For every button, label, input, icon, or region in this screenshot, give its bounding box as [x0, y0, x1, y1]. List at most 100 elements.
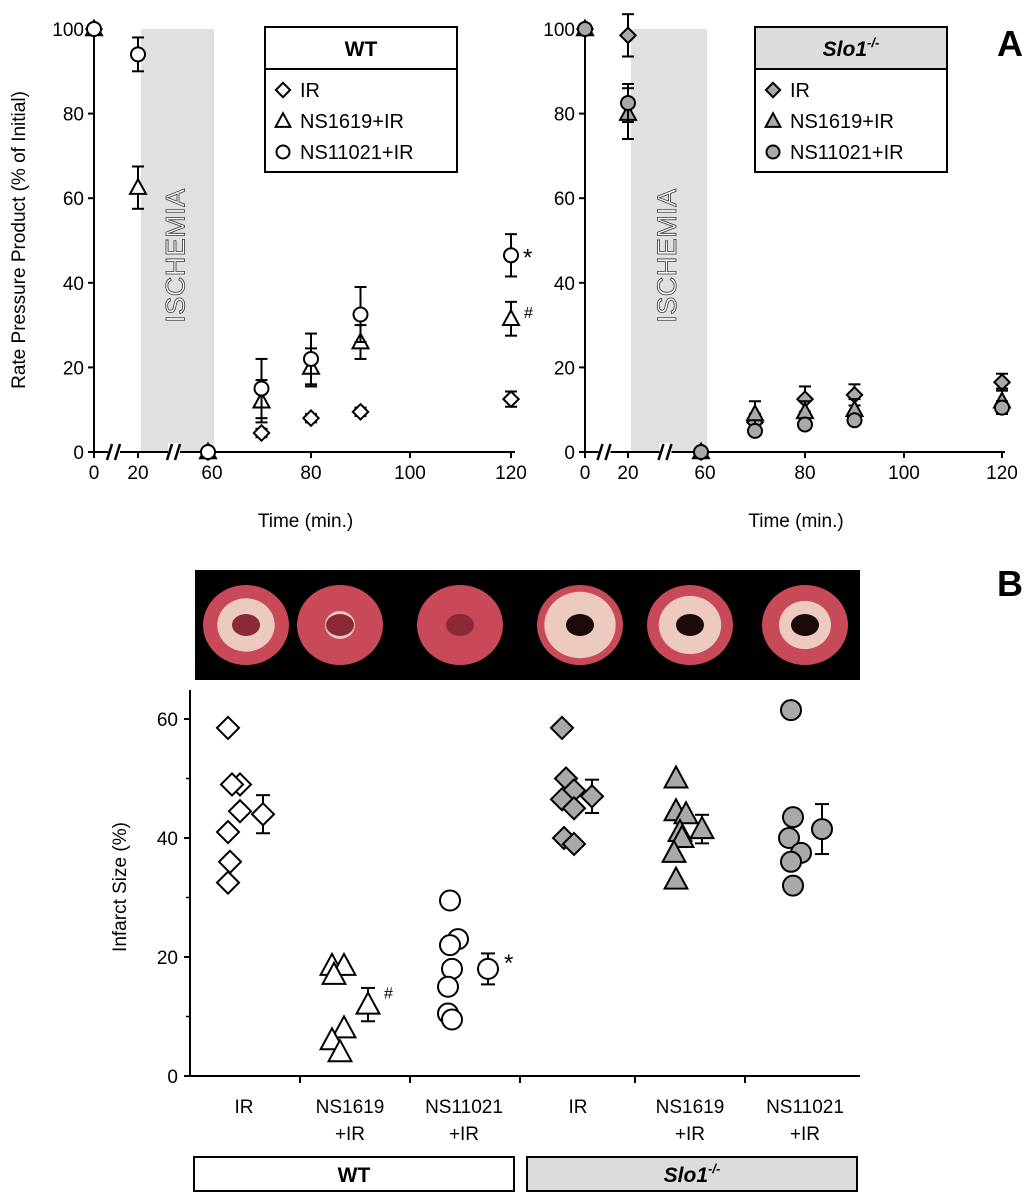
individual-point — [778, 827, 800, 849]
individual-point — [215, 870, 241, 896]
significance-hash: # — [524, 305, 533, 322]
x-tick-label: 20 — [127, 463, 148, 484]
individual-point — [662, 865, 690, 890]
data-point — [503, 247, 519, 264]
lumen — [446, 614, 474, 636]
group-label: Slo1-/- — [664, 1161, 721, 1187]
lumen — [676, 614, 704, 636]
data-point — [252, 423, 271, 443]
legend-marker — [765, 144, 781, 160]
individual-point — [672, 800, 700, 825]
data-point — [200, 444, 216, 460]
axis-break-mark — [173, 443, 182, 461]
data-point — [846, 412, 863, 429]
category-label: +IR — [675, 1124, 705, 1145]
y-tick-label: 100 — [543, 20, 575, 41]
legend-marker — [273, 111, 293, 128]
data-point — [352, 306, 369, 323]
x-tick-label: 0 — [580, 463, 591, 484]
ischemia-shading — [141, 29, 214, 452]
data-point — [618, 26, 638, 45]
individual-point — [782, 806, 804, 829]
legend: WT IR NS1619+IR NS11021+IR — [264, 26, 458, 173]
group-label: WT — [338, 1164, 371, 1187]
legend-label: NS11021+IR — [300, 142, 414, 164]
legend-title: WT — [345, 38, 378, 61]
ischemia-label: ISCHEMIA — [161, 188, 191, 323]
axis-break-mark — [657, 443, 665, 461]
data-point — [501, 390, 521, 409]
category-label: NS1619 — [656, 1097, 725, 1118]
individual-point — [215, 715, 241, 741]
panel-a-letter: A — [997, 23, 1023, 64]
legend-title-main: Slo1 — [823, 38, 867, 61]
y-tick-label: 40 — [63, 274, 84, 295]
series-ns11021-ir — [577, 21, 1010, 460]
mean-point — [579, 783, 605, 809]
panel-b: 0 20 40 60 Infarct Size (%) IR NS1619 +IR NS1102… — [110, 570, 860, 1192]
x-tick-label: 60 — [201, 463, 222, 484]
significance-star: * — [504, 950, 513, 977]
ischemia-shading — [631, 29, 707, 452]
category-0-points — [215, 715, 276, 896]
group-box: WT — [193, 1156, 515, 1192]
x-tick-label: 120 — [986, 463, 1018, 484]
heart-slice-photo-strip — [195, 570, 860, 680]
heart-slice — [762, 585, 848, 665]
mean-point — [688, 814, 716, 840]
legend-marker — [274, 81, 292, 99]
axis-break-mark — [596, 443, 604, 461]
individual-point — [441, 957, 463, 980]
legend-label: IR — [300, 80, 320, 102]
data-point — [994, 399, 1010, 416]
lumen — [232, 614, 260, 636]
y-tick-label: 40 — [157, 829, 178, 850]
data-point — [693, 444, 709, 460]
y-tick-label: 60 — [157, 710, 178, 731]
category-5-points — [778, 699, 833, 897]
data-point — [86, 21, 102, 37]
mean-point — [811, 818, 833, 841]
y-tick-label: 80 — [63, 105, 84, 126]
mean-point — [477, 957, 499, 980]
y-tick-label: 0 — [73, 443, 84, 464]
x-axis-title: Time (min.) — [258, 511, 353, 532]
axis-break-mark — [604, 443, 612, 461]
legend-label: NS1619+IR — [300, 111, 404, 133]
significance-star: * — [523, 244, 532, 271]
infarct-size-chart: 0 20 40 60 Infarct Size (%) IR NS1619 +IR NS1102… — [110, 690, 860, 1192]
panel-a: ISCHEMIA 0 20 40 60 80 100 0 20 60 80 100 120 Time (m… — [9, 13, 1018, 532]
heart-slice — [417, 585, 503, 665]
y-tick-label: 60 — [554, 189, 575, 210]
legend-marker — [763, 111, 783, 128]
wt-time-course-chart: ISCHEMIA 0 20 40 60 80 100 0 20 60 80 100 120 Time (m… — [9, 18, 533, 532]
individual-point — [215, 819, 241, 845]
individual-point — [219, 772, 245, 797]
x-tick-label: 20 — [617, 463, 638, 484]
data-point — [577, 21, 593, 37]
axis-break-mark — [113, 443, 122, 461]
group-label-superscript: -/- — [708, 1161, 720, 1176]
category-label: NS11021 — [425, 1097, 503, 1118]
series-ns11021-ir — [86, 21, 519, 460]
data-point — [501, 308, 521, 327]
category-label: +IR — [335, 1124, 365, 1145]
data-point — [797, 416, 813, 433]
slo1-time-course-chart: ISCHEMIA 0 20 40 60 80 100 0 20 60 80 100 120 Time (m… — [543, 13, 1018, 532]
x-axis-title: Time (min.) — [748, 511, 843, 532]
y-tick-label: 80 — [554, 105, 575, 126]
x-tick-label: 100 — [394, 463, 426, 484]
individual-point — [782, 874, 804, 897]
heart-slice — [537, 585, 623, 665]
photo-background — [195, 570, 860, 680]
group-box: Slo1-/- — [526, 1156, 858, 1192]
data-point — [747, 422, 763, 439]
heart-slice — [203, 585, 289, 665]
data-point — [620, 95, 636, 112]
data-point — [301, 409, 321, 428]
individual-point — [660, 838, 688, 863]
legend-title: Slo1-/- — [823, 35, 880, 61]
category-label: +IR — [790, 1124, 820, 1145]
y-axis-title: Rate Pressure Product (% of Initial) — [9, 91, 30, 389]
